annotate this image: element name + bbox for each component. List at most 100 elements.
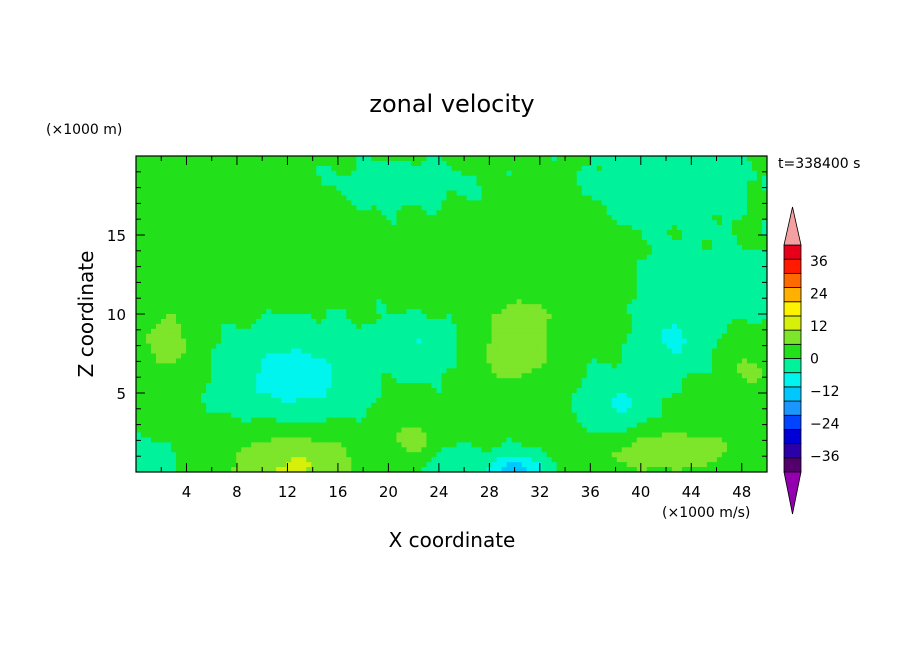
- heatmap-cell: [691, 323, 698, 330]
- heatmap-cell: [616, 318, 623, 325]
- heatmap-cell: [406, 299, 413, 305]
- heatmap-cell: [251, 180, 257, 187]
- heatmap-cell: [551, 294, 558, 300]
- heatmap-cell: [666, 230, 673, 236]
- heatmap-cell: [236, 156, 242, 162]
- heatmap-cell: [511, 259, 518, 266]
- heatmap-cell: [581, 294, 588, 300]
- heatmap-cell: [246, 328, 252, 335]
- heatmap-cell: [181, 225, 187, 231]
- heatmap-cell: [406, 289, 413, 295]
- heatmap-cell: [396, 170, 403, 177]
- heatmap-cell: [611, 225, 618, 231]
- heatmap-cell: [181, 279, 187, 285]
- heatmap-cell: [686, 284, 693, 290]
- heatmap-cell: [306, 259, 312, 266]
- heatmap-cell: [681, 180, 688, 187]
- heatmap-cell: [476, 294, 483, 300]
- heatmap-cell: [596, 215, 603, 221]
- heatmap-cell: [231, 328, 237, 335]
- heatmap-cell: [466, 230, 473, 236]
- heatmap-cell: [676, 210, 683, 216]
- heatmap-cell: [386, 279, 393, 285]
- heatmap-cell: [451, 309, 458, 315]
- heatmap-cell: [746, 323, 753, 330]
- heatmap-cell: [461, 195, 468, 202]
- heatmap-cell: [676, 190, 683, 197]
- heatmap-cell: [736, 190, 743, 197]
- heatmap-cell: [531, 294, 538, 300]
- heatmap-cell: [316, 314, 322, 320]
- heatmap-cell: [291, 274, 297, 281]
- heatmap-cell: [521, 160, 528, 167]
- heatmap-cell: [671, 215, 678, 221]
- heatmap-cell: [421, 156, 428, 162]
- heatmap-cell: [501, 274, 508, 281]
- heatmap-cell: [496, 239, 503, 246]
- heatmap-cell: [191, 180, 197, 187]
- heatmap-cell: [586, 294, 593, 300]
- heatmap-cell: [206, 210, 212, 216]
- heatmap-cell: [341, 205, 347, 211]
- heatmap-cell: [746, 235, 753, 241]
- heatmap-cell: [541, 244, 548, 251]
- heatmap-cell: [361, 220, 367, 226]
- heatmap-cell: [641, 205, 648, 211]
- heatmap-cell: [571, 160, 578, 167]
- heatmap-cell: [601, 160, 608, 167]
- heatmap-cell: [661, 230, 668, 236]
- heatmap-cell: [321, 215, 327, 221]
- heatmap-cell: [436, 190, 443, 197]
- heatmap-cell: [561, 160, 568, 167]
- heatmap-cell: [276, 269, 282, 276]
- heatmap-cell: [526, 180, 533, 187]
- heatmap-cell: [171, 299, 177, 305]
- heatmap-cell: [256, 294, 262, 300]
- heatmap-cell: [486, 220, 493, 226]
- heatmap-cell: [521, 180, 528, 187]
- heatmap-cell: [541, 318, 548, 325]
- heatmap-cell: [721, 323, 728, 330]
- heatmap-cell: [721, 318, 728, 325]
- heatmap-cell: [186, 205, 192, 211]
- heatmap-cell: [711, 299, 718, 305]
- heatmap-cell: [696, 195, 703, 202]
- heatmap-cell: [206, 343, 212, 350]
- heatmap-cell: [146, 259, 152, 266]
- heatmap-cell: [186, 200, 192, 206]
- heatmap-cell: [181, 180, 187, 187]
- heatmap-cell: [426, 215, 433, 221]
- heatmap-cell: [481, 338, 488, 345]
- heatmap-cell: [661, 304, 668, 310]
- heatmap-cell: [161, 289, 167, 295]
- heatmap-cell: [496, 249, 503, 256]
- heatmap-cell: [161, 160, 167, 167]
- heatmap-cell: [741, 239, 748, 246]
- heatmap-cell: [461, 230, 468, 236]
- heatmap-cell: [721, 269, 728, 276]
- heatmap-cell: [671, 249, 678, 256]
- heatmap-cell: [466, 343, 473, 350]
- heatmap-cell: [311, 314, 317, 320]
- heatmap-cell: [351, 259, 357, 266]
- heatmap-cell: [156, 210, 162, 216]
- heatmap-cell: [721, 304, 728, 310]
- heatmap-cell: [291, 259, 297, 266]
- heatmap-cell: [651, 294, 658, 300]
- heatmap-cell: [236, 249, 242, 256]
- heatmap-cell: [366, 314, 372, 320]
- heatmap-cell: [601, 294, 608, 300]
- heatmap-cell: [186, 195, 192, 202]
- heatmap-cell: [326, 210, 332, 216]
- heatmap-cell: [146, 175, 152, 182]
- heatmap-cell: [246, 180, 252, 187]
- heatmap-cell: [431, 244, 438, 251]
- heatmap-cell: [181, 160, 187, 167]
- heatmap-cell: [351, 348, 357, 355]
- heatmap-cell: [206, 338, 212, 345]
- heatmap-cell: [636, 299, 643, 305]
- heatmap-cell: [626, 299, 633, 305]
- heatmap-cell: [656, 254, 663, 261]
- heatmap-cell: [761, 225, 767, 231]
- heatmap-cell: [326, 348, 332, 355]
